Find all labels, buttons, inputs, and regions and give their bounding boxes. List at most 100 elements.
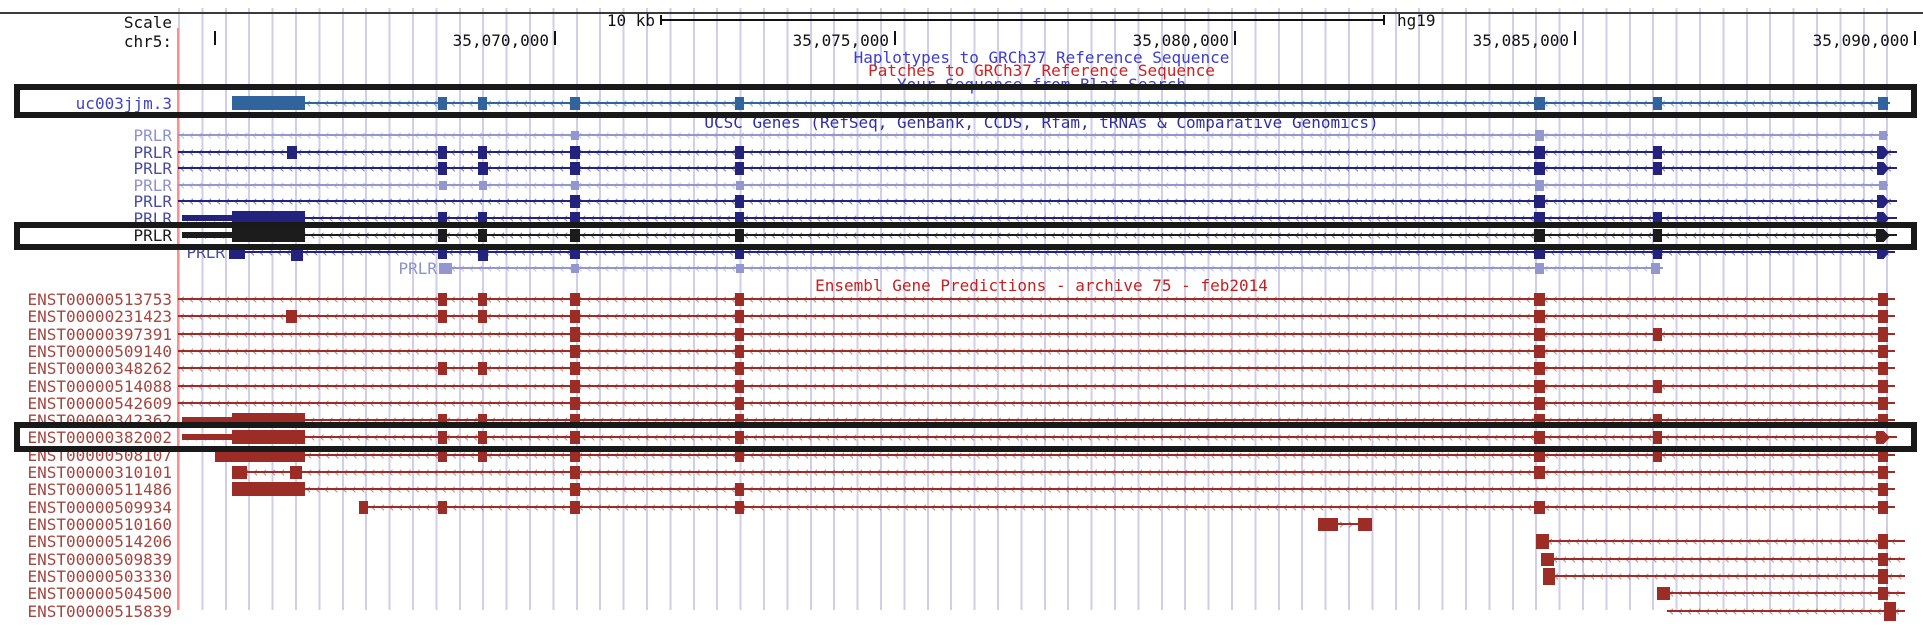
track-item-ENST00000504500[interactable]: ‹‹‹‹‹‹‹‹‹‹‹‹‹‹‹‹‹‹‹‹‹‹‹‹‹‹‹	[1657, 584, 1905, 602]
item-label-ENST00000503330[interactable]: ENST00000503330	[27, 567, 173, 586]
exon-block	[478, 146, 487, 159]
exon-block	[1534, 414, 1545, 427]
exon-block	[570, 327, 580, 342]
exon-block	[359, 501, 368, 514]
track-center-label[interactable]: Patches to GRCh37 Reference Sequence	[868, 61, 1215, 80]
track-item-ENST00000514206[interactable]: ‹‹‹‹‹‹‹‹‹‹‹‹‹‹‹‹‹‹‹‹‹‹‹‹‹‹‹‹‹‹‹‹‹‹‹‹‹‹‹‹	[1536, 532, 1905, 550]
exon-block	[570, 146, 580, 159]
left-arrows: ‹‹‹‹‹‹‹‹‹‹‹‹‹‹‹‹‹‹‹‹‹‹‹‹‹‹‹‹‹‹‹‹‹‹‹‹‹‹‹‹…	[178, 377, 1885, 395]
track-item-ENST00000509839[interactable]: ‹‹‹‹‹‹‹‹‹‹‹‹‹‹‹‹‹‹‹‹‹‹‹‹‹‹‹‹‹‹‹‹‹‹‹‹‹‹‹‹	[1541, 550, 1905, 568]
exon-block	[571, 264, 579, 273]
track-item-ENST00000348262[interactable]: ‹‹‹‹‹‹‹‹‹‹‹‹‹‹‹‹‹‹‹‹‹‹‹‹‹‹‹‹‹‹‹‹‹‹‹‹‹‹‹‹…	[178, 359, 1895, 377]
item-label-PRLR[interactable]: PRLR	[133, 159, 172, 178]
item-label-ENST00000509839[interactable]: ENST00000509839	[27, 550, 173, 569]
item-label-PRLR[interactable]: PRLR	[133, 192, 172, 211]
intron-line	[178, 134, 1888, 136]
track-item-ENST00000509140[interactable]: ‹‹‹‹‹‹‹‹‹‹‹‹‹‹‹‹‹‹‹‹‹‹‹‹‹‹‹‹‹‹‹‹‹‹‹‹‹‹‹‹…	[178, 342, 1895, 360]
transcript-end-arrow	[1877, 146, 1889, 159]
intron-line	[1542, 558, 1905, 560]
item-label-ENST00000513753[interactable]: ENST00000513753	[27, 290, 173, 309]
track-center-label[interactable]: Haplotypes to GRCh37 Reference Sequence	[853, 48, 1230, 67]
item-label-ENST00000515839[interactable]: ENST00000515839	[27, 602, 173, 621]
chromosome-label: chr5:	[123, 32, 172, 51]
transcript-end-arrow	[1877, 195, 1889, 208]
highlight-box-3	[14, 422, 1917, 452]
thick-exon	[232, 430, 305, 444]
track-item-ENST00000542609[interactable]: ‹‹‹‹‹‹‹‹‹‹‹‹‹‹‹‹‹‹‹‹‹‹‹‹‹‹‹‹‹‹‹‹‹‹‹‹‹‹‹‹…	[178, 394, 1895, 412]
exon-block	[438, 431, 447, 444]
track-item-ENST00000514088[interactable]: ‹‹‹‹‹‹‹‹‹‹‹‹‹‹‹‹‹‹‹‹‹‹‹‹‹‹‹‹‹‹‹‹‹‹‹‹‹‹‹‹…	[178, 377, 1895, 395]
track-item-ENST00000511486[interactable]: ‹‹‹‹‹‹‹‹‹‹‹‹‹‹‹‹‹‹‹‹‹‹‹‹‹‹‹‹‹‹‹‹‹‹‹‹‹‹‹‹…	[232, 480, 1895, 498]
exon-block	[1534, 229, 1545, 242]
item-label-PRLR[interactable]: PRLR	[133, 126, 172, 145]
exon-block	[1318, 518, 1338, 531]
item-label-PRLR[interactable]: PRLR	[133, 176, 172, 195]
item-label-ENST00000514088[interactable]: ENST00000514088	[27, 377, 173, 396]
left-arrows: ‹‹‹‹‹‹‹‹‹‹‹‹‹‹‹‹‹‹‹‹‹‹‹‹‹‹‹‹‹‹‹‹‹‹‹‹‹‹‹‹…	[178, 159, 1894, 177]
track-title-ucsc-genes[interactable]: UCSC Genes (RefSeq, GenBank, CCDS, Rfam,…	[704, 113, 1379, 132]
intron-line	[178, 315, 1895, 317]
highlight-box-1	[14, 84, 1917, 118]
item-label-ENST00000509140[interactable]: ENST00000509140	[27, 342, 173, 361]
thin-utr-bar	[182, 215, 232, 221]
exon-block	[735, 397, 744, 410]
item-label-ENST00000510160[interactable]: ENST00000510160	[27, 515, 173, 534]
left-arrows: ‹‹‹‹‹‹‹‹‹‹‹‹‹‹‹‹‹‹‹‹‹‹‹‹‹‹‹‹‹‹‹‹‹‹‹‹‹‹‹‹…	[178, 325, 1885, 343]
left-arrows: ‹‹‹‹‹‹‹‹‹‹‹‹‹‹‹‹‹‹‹‹‹‹‹‹‹‹‹	[1658, 584, 1902, 602]
exon-block	[438, 229, 447, 242]
item-label-uc003jjm.3[interactable]: uc003jjm.3	[75, 94, 172, 113]
item-label-ENST00000382002[interactable]: ENST00000382002	[27, 428, 173, 447]
exon-block	[571, 131, 579, 140]
item-label-ENST00000511486[interactable]: ENST00000511486	[27, 480, 173, 499]
exon-block	[735, 293, 744, 306]
item-label-PRLR[interactable]: PRLR	[398, 259, 437, 278]
item-label-ENST00000509934[interactable]: ENST00000509934	[27, 498, 173, 517]
track-item-PRLR[interactable]: ‹‹‹‹‹‹‹‹‹‹‹‹‹‹‹‹‹‹‹‹‹‹‹‹‹‹‹‹‹‹‹‹‹‹‹‹‹‹‹‹…	[178, 192, 1897, 210]
item-label-ENST00000514206[interactable]: ENST00000514206	[27, 532, 173, 551]
track-item-ENST00000382002[interactable]: ‹‹‹‹‹‹‹‹‹‹‹‹‹‹‹‹‹‹‹‹‹‹‹‹‹‹‹‹‹‹‹‹‹‹‹‹‹‹‹‹…	[182, 428, 1897, 446]
intron-line	[178, 402, 1895, 404]
exon-block	[1653, 380, 1662, 393]
track-item-ENST00000231423[interactable]: ‹‹‹‹‹‹‹‹‹‹‹‹‹‹‹‹‹‹‹‹‹‹‹‹‹‹‹‹‹‹‹‹‹‹‹‹‹‹‹‹…	[178, 307, 1895, 325]
exon-block	[478, 293, 487, 306]
intron-line	[178, 184, 1888, 186]
track-item-ENST00000509934[interactable]: ‹‹‹‹‹‹‹‹‹‹‹‹‹‹‹‹‹‹‹‹‹‹‹‹‹‹‹‹‹‹‹‹‹‹‹‹‹‹‹‹…	[359, 498, 1895, 516]
item-label-ENST00000397391[interactable]: ENST00000397391	[27, 325, 173, 344]
exon-block	[478, 310, 487, 323]
coordinate-tick-mark	[554, 31, 556, 45]
track-item-ENST00000513753[interactable]: ‹‹‹‹‹‹‹‹‹‹‹‹‹‹‹‹‹‹‹‹‹‹‹‹‹‹‹‹‹‹‹‹‹‹‹‹‹‹‹‹…	[178, 290, 1895, 308]
item-label-PRLR[interactable]: PRLR	[133, 143, 172, 162]
exon-block	[570, 380, 580, 393]
track-item-ENST00000397391[interactable]: ‹‹‹‹‹‹‹‹‹‹‹‹‹‹‹‹‹‹‹‹‹‹‹‹‹‹‹‹‹‹‹‹‹‹‹‹‹‹‹‹…	[178, 325, 1895, 343]
track-item-PRLR[interactable]: ‹‹‹‹‹‹‹‹‹‹‹‹‹‹‹‹‹‹‹‹‹‹‹‹‹‹‹‹‹‹‹‹‹‹‹‹‹‹‹‹…	[178, 159, 1897, 177]
track-item-uc003jjm.3[interactable]: ‹‹‹‹‹‹‹‹‹‹‹‹‹‹‹‹‹‹‹‹‹‹‹‹‹‹‹‹‹‹‹‹‹‹‹‹‹‹‹‹…	[232, 94, 1890, 112]
item-label-ENST00000348262[interactable]: ENST00000348262	[27, 359, 173, 378]
exon-block	[286, 310, 297, 323]
track-item-PRLR[interactable]: ‹‹‹‹‹‹‹‹‹‹‹‹‹‹‹‹‹‹‹‹‹‹‹‹‹‹‹‹‹‹‹‹‹‹‹‹‹‹‹‹…	[182, 226, 1897, 244]
track-item-ENST00000503330[interactable]: ‹‹‹‹‹‹‹‹‹‹‹‹‹‹‹‹‹‹‹‹‹‹‹‹‹‹‹‹‹‹‹‹‹‹‹‹‹‹‹‹	[1543, 567, 1905, 585]
exon-block	[1534, 162, 1545, 175]
track-item-ENST00000510160[interactable]: ›››››	[1318, 515, 1372, 533]
left-arrows: ‹‹‹‹‹‹‹‹‹‹‹‹‹‹‹‹‹‹‹‹‹‹‹‹‹‹‹‹‹‹‹‹‹‹‹‹‹‹‹‹…	[360, 498, 1887, 516]
exon-block	[570, 293, 580, 306]
track-item-ENST00000310101[interactable]: ‹‹‹‹‹‹‹‹‹‹‹‹‹‹‹‹‹‹‹‹‹‹‹‹‹‹‹‹‹‹‹‹‹‹‹‹‹‹‹‹…	[232, 463, 1895, 481]
track-item-PRLR[interactable]: ‹‹‹‹‹‹‹‹‹‹‹‹‹‹‹‹‹‹‹‹‹‹‹‹‹‹‹‹‹‹‹‹‹‹‹‹‹‹‹‹…	[178, 126, 1888, 144]
exon-block	[1657, 587, 1670, 600]
item-label-ENST00000504500[interactable]: ENST00000504500	[27, 584, 173, 603]
track-item-ENST00000515839[interactable]: ‹‹‹‹‹‹‹‹‹‹‹‹‹‹‹‹‹‹‹‹‹‹‹‹‹‹	[1667, 602, 1905, 621]
track-item-PRLR[interactable]: ‹‹‹‹‹‹‹‹‹‹‹‹‹‹‹‹‹‹‹‹‹‹‹‹‹‹‹‹‹‹‹‹‹‹‹‹‹‹‹‹…	[178, 176, 1888, 194]
track-item-PRLR[interactable]: ‹‹‹‹‹‹‹‹‹‹‹‹‹‹‹‹‹‹‹‹‹‹‹‹‹‹‹‹‹‹‹‹‹‹‹‹‹‹‹‹…	[178, 143, 1897, 161]
item-label-PRLR[interactable]: PRLR	[133, 226, 172, 245]
exon-block	[439, 181, 447, 190]
track-item-PRLR[interactable]: ‹‹‹‹‹‹‹‹‹‹‹‹‹‹‹‹‹‹‹‹‹‹‹‹‹‹‹‹‹‹‹‹‹‹‹‹‹‹‹‹…	[439, 259, 1663, 277]
exon-block	[1534, 380, 1545, 393]
thick-exon	[232, 228, 305, 242]
exon-block	[1653, 431, 1662, 444]
exon-block	[1534, 246, 1545, 259]
item-label-ENST00000542609[interactable]: ENST00000542609	[27, 394, 173, 413]
item-label-ENST00000231423[interactable]: ENST00000231423	[27, 307, 173, 326]
exon-block	[1534, 195, 1545, 208]
track-title-ensembl-genes[interactable]: Ensembl Gene Predictions - archive 75 - …	[815, 276, 1268, 295]
left-arrows: ‹‹‹‹‹‹‹‹‹‹‹‹‹‹‹‹‹‹‹‹‹‹‹‹‹‹‹‹‹‹‹‹‹‹‹‹‹‹‹‹…	[232, 480, 1885, 498]
item-label-ENST00000310101[interactable]: ENST00000310101	[27, 463, 173, 482]
